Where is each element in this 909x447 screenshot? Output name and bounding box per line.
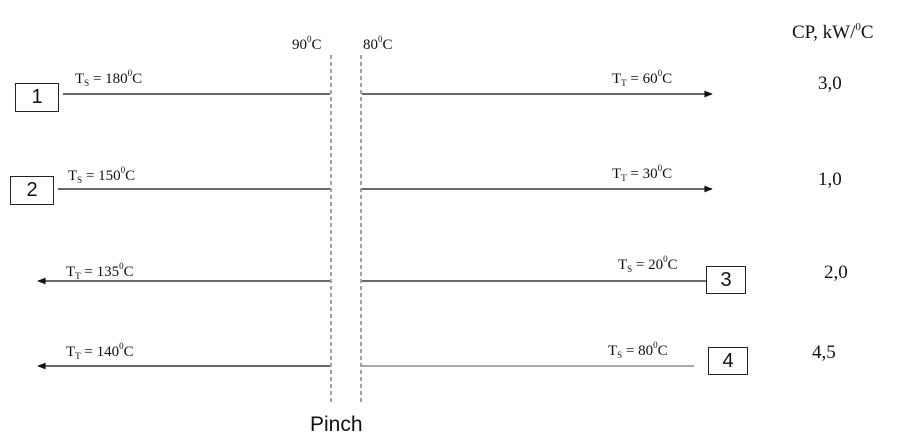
stream-2-target-temp: TT = 300C [612, 163, 673, 183]
stream-2-cp: 1,0 [818, 169, 842, 190]
stream-3-id-box: 3 [706, 266, 746, 294]
pinch-label: Pinch [310, 413, 363, 436]
stream-3-target-temp: TT = 1350C [66, 261, 134, 281]
stream-4-cp: 4,5 [812, 342, 836, 363]
stream-4-target-temp: TT = 1400C [66, 341, 134, 361]
stream-2-id-box: 2 [10, 176, 54, 205]
stream-2-supply-temp: TS = 1500C [68, 165, 136, 185]
pinch-temp-cold: 800C [363, 34, 393, 53]
stream-1-target-temp: TT = 600C [612, 68, 673, 88]
stream-4-supply-temp: TS = 800C [608, 340, 668, 360]
cp-header: CP, kW/0C [792, 21, 874, 43]
stream-3-cp: 2,0 [824, 262, 848, 283]
pinch-temp-hot: 900C [292, 34, 322, 53]
stream-4-id-box: 4 [708, 347, 748, 375]
stream-3-supply-temp: TS = 200C [618, 254, 678, 274]
stream-1-id-box: 1 [15, 83, 59, 112]
stream-1-cp: 3,0 [818, 73, 842, 94]
stream-1-supply-temp: TS = 1800C [75, 68, 143, 88]
